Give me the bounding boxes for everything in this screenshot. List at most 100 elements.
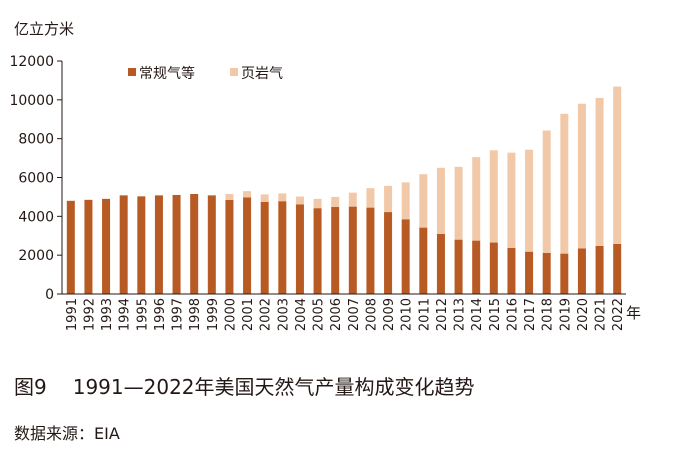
figure-caption: 图9 1991—2022年美国天然气产量构成变化趋势 <box>14 371 475 400</box>
bar-conventional <box>348 206 357 294</box>
bar-conventional <box>542 252 551 294</box>
x-tick-label: 1997 <box>171 298 186 331</box>
bar-conventional <box>384 212 393 294</box>
y-axis: 0 2000 4000 6000 8000 10000 12000 <box>9 54 63 303</box>
bar-shale <box>366 188 375 208</box>
x-tick-label: 2016 <box>505 298 520 331</box>
x-tick-label: 1996 <box>153 298 168 331</box>
x-tick-label: 1998 <box>188 298 203 331</box>
bar-conventional <box>225 199 234 294</box>
x-tick-label: 2009 <box>382 298 397 331</box>
legend-swatch <box>230 68 238 76</box>
bar-shale <box>542 130 551 253</box>
bar-conventional <box>172 194 181 294</box>
legend-label: 常规气等 <box>139 65 195 82</box>
x-axis: 1991 1992 1993 1994 1995 1996 1997 1998 1999 2000… <box>62 293 626 331</box>
x-tick-label: 1994 <box>118 298 133 331</box>
stacked-bar-chart: 亿立方米 常规气等 页岩气 0 2000 4000 6000 8000 10000 12000… <box>9 20 641 331</box>
bar-conventional <box>454 239 463 294</box>
x-tick-label: 2022 <box>611 298 626 331</box>
bar-shale <box>595 97 604 246</box>
x-tick-label: 2002 <box>259 298 274 331</box>
bar-shale <box>419 174 428 228</box>
bar-conventional <box>313 208 322 294</box>
bar-shale <box>401 182 410 220</box>
bar-conventional <box>577 248 586 294</box>
x-tick-label: 2003 <box>276 298 291 331</box>
bar-shale <box>313 198 322 209</box>
x-tick-label: 1991 <box>65 298 80 331</box>
y-tick-label: 6000 <box>18 171 54 187</box>
bar-conventional <box>278 201 287 294</box>
x-tick-label: 2010 <box>400 298 415 331</box>
bar-conventional <box>243 197 252 294</box>
x-tick-label: 2014 <box>470 298 485 331</box>
bar-shale <box>260 194 269 202</box>
x-axis-label: 年 <box>626 304 641 322</box>
bar-conventional <box>472 240 481 294</box>
bar-shale <box>225 194 234 200</box>
bar-conventional <box>419 227 428 294</box>
bar-shale <box>384 185 393 213</box>
x-tick-label: 2013 <box>453 298 468 331</box>
bar-conventional <box>366 207 375 294</box>
x-tick-label: 1995 <box>135 298 150 331</box>
bar-conventional <box>525 251 534 294</box>
bar-shale <box>243 191 252 198</box>
x-tick-label: 2007 <box>347 298 362 331</box>
bar-conventional <box>137 196 146 294</box>
y-tick-label: 2000 <box>18 248 54 264</box>
bar-shale <box>577 103 586 249</box>
bar-conventional <box>102 198 111 294</box>
data-source: 数据来源：EIA <box>14 424 120 443</box>
bar-shale <box>613 86 622 244</box>
legend-label: 页岩气 <box>241 66 283 82</box>
figure-title: 1991—2022年美国天然气产量构成变化趋势 <box>72 375 475 399</box>
bar-conventional <box>507 247 516 294</box>
y-tick-label: 12000 <box>9 54 54 70</box>
bar-conventional <box>207 195 216 294</box>
bar-conventional <box>560 253 569 294</box>
x-tick-label: 2020 <box>576 298 591 331</box>
x-tick-label: 2017 <box>523 298 538 331</box>
y-axis-label: 亿立方米 <box>14 20 74 38</box>
bar-conventional <box>154 195 163 294</box>
bar-conventional <box>84 199 93 294</box>
bar-conventional <box>295 204 304 294</box>
bar-shale <box>436 167 445 234</box>
y-tick-label: 4000 <box>18 209 54 225</box>
legend-swatch <box>128 68 136 76</box>
bar-conventional <box>260 201 269 294</box>
x-tick-label: 2015 <box>488 298 503 331</box>
bar-conventional <box>401 219 410 294</box>
bar-shale <box>525 149 534 252</box>
bar-shale <box>560 113 569 254</box>
y-tick-label: 10000 <box>9 93 54 109</box>
x-tick-label: 2004 <box>294 298 309 331</box>
x-tick-label: 2012 <box>435 298 450 331</box>
bar-conventional <box>489 242 498 294</box>
bar-shale <box>489 150 498 243</box>
bar-shale <box>472 157 481 241</box>
bar-conventional <box>119 195 128 294</box>
figure-number: 图9 <box>14 375 47 399</box>
x-tick-label: 1993 <box>100 298 115 331</box>
y-tick-label: 0 <box>45 287 54 303</box>
bars <box>66 86 622 294</box>
bar-shale <box>295 196 304 205</box>
x-tick-label: 2001 <box>241 298 256 331</box>
bar-conventional <box>613 243 622 294</box>
x-tick-label: 2008 <box>364 298 379 331</box>
legend: 常规气等 页岩气 <box>128 65 283 82</box>
bar-conventional <box>436 233 445 294</box>
x-tick-label: 1992 <box>82 298 97 331</box>
bar-shale <box>331 196 340 208</box>
x-tick-label: 2005 <box>312 298 327 331</box>
bar-shale <box>507 152 516 248</box>
x-tick-label: 2019 <box>558 298 573 331</box>
bar-conventional <box>331 207 340 294</box>
x-tick-label: 2018 <box>541 298 556 331</box>
y-tick-label: 8000 <box>18 132 54 148</box>
bar-conventional <box>66 200 75 294</box>
x-tick-label: 1999 <box>206 298 221 331</box>
